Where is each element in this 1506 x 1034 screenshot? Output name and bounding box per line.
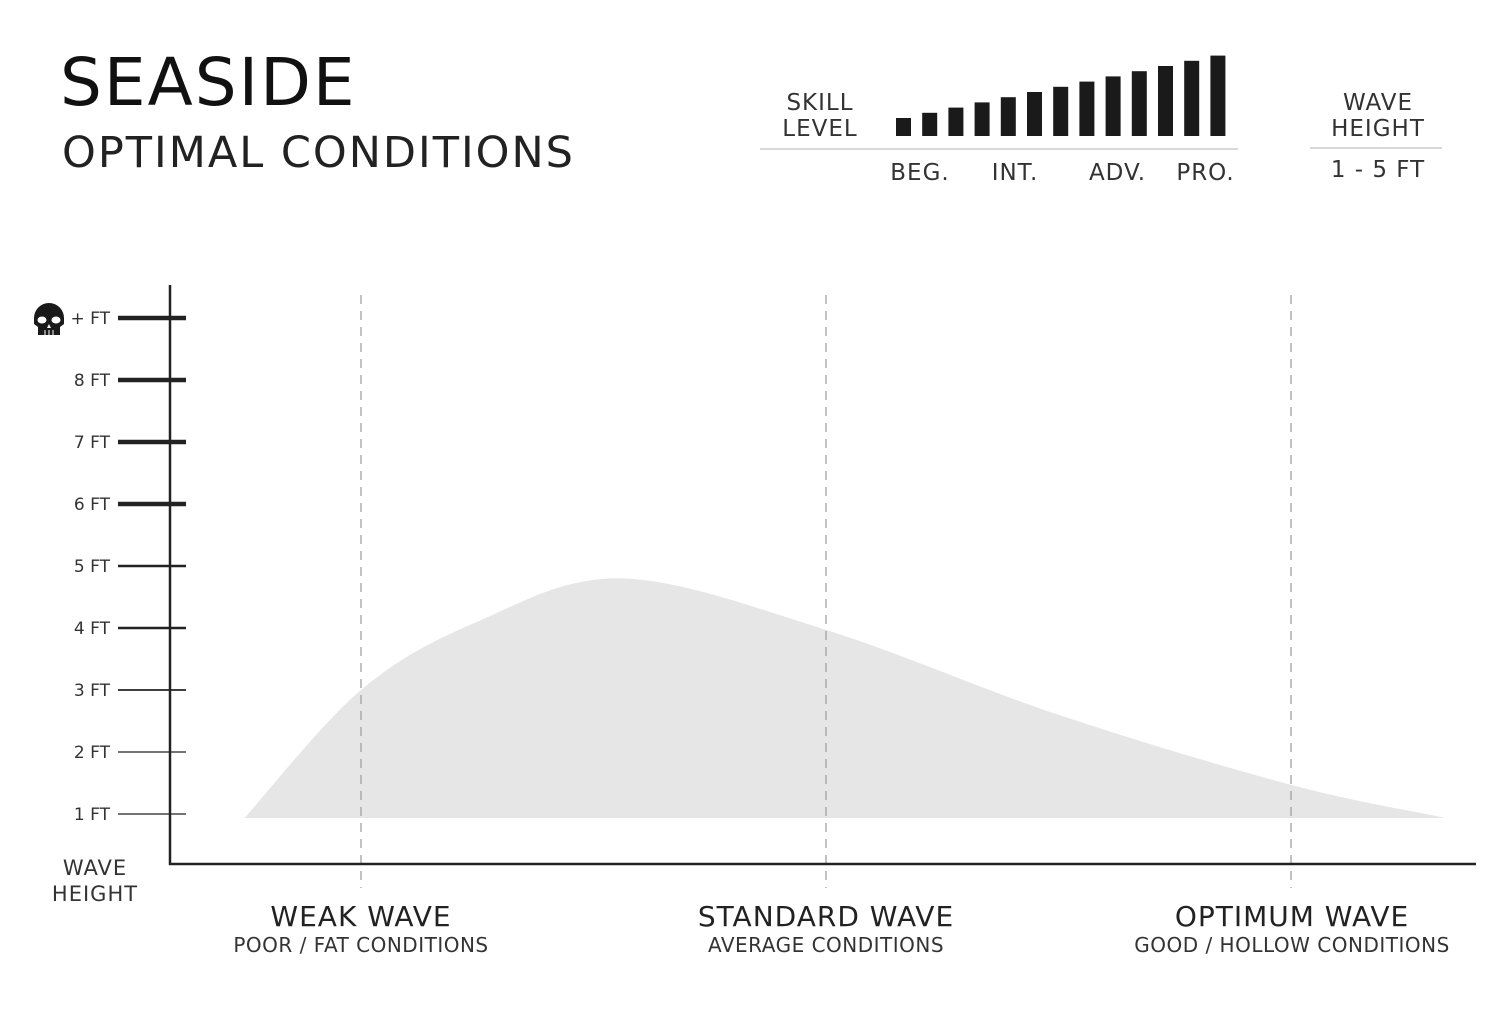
skill-bar (1184, 60, 1200, 136)
skill-bar (974, 102, 990, 136)
chart-title: SEASIDE (60, 44, 357, 121)
wave-height-value: 1 - 5 FT (1330, 157, 1426, 183)
skill-bar (1158, 66, 1173, 136)
category-title: STANDARD WAVE (697, 900, 955, 933)
wave-height-label-line2: HEIGHT (1331, 116, 1425, 142)
skill-bar (1000, 97, 1016, 136)
skill-bar (922, 112, 938, 136)
category-title: OPTIMUM WAVE (1174, 900, 1410, 933)
y-tick-label: 2 FT (74, 743, 111, 763)
skill-bar (1105, 76, 1121, 136)
skill-tick-int: INT. (991, 160, 1039, 186)
wave-height-label-line1: WAVE (1342, 90, 1413, 116)
category-label: WEAK WAVE POOR / FAT CONDITIONS (151, 900, 571, 957)
y-axis-label: WAVE HEIGHT (40, 855, 150, 907)
skill-tick-beg: BEG. (890, 160, 950, 186)
skill-tick-pro: PRO. (1176, 160, 1235, 186)
wave-height-box-label: WAVE HEIGHT (1318, 90, 1438, 142)
y-tick-label: 1 FT (74, 805, 111, 825)
skill-bar (1079, 81, 1095, 136)
skull-icon (34, 303, 64, 335)
y-tick-label: + FT (70, 309, 110, 329)
skill-bar (1053, 86, 1069, 136)
skill-bar (1027, 92, 1042, 136)
y-tick-label: 6 FT (74, 495, 111, 515)
category-title: WEAK WAVE (270, 900, 452, 933)
skill-label-line2: LEVEL (782, 116, 858, 142)
y-tick-label: 4 FT (74, 619, 111, 639)
y-tick-label: 7 FT (74, 433, 111, 453)
skill-label-line1: SKILL (786, 90, 854, 116)
y-tick-label: 8 FT (74, 371, 111, 391)
skill-bar (948, 107, 964, 136)
y-label-line1: WAVE (62, 856, 128, 880)
skill-bar (1131, 71, 1147, 136)
skill-bar (896, 118, 911, 136)
category-sublabel: AVERAGE CONDITIONS (707, 933, 945, 957)
category-sublabel: POOR / FAT CONDITIONS (233, 933, 489, 957)
wave-area (244, 578, 1445, 818)
skill-level-label: SKILL LEVEL (770, 90, 870, 142)
chart-subtitle: OPTIMAL CONDITIONS (62, 128, 575, 178)
category-label: OPTIMUM WAVE GOOD / HOLLOW CONDITIONS (1082, 900, 1502, 957)
y-tick-label: 5 FT (74, 557, 111, 577)
category-label: STANDARD WAVE AVERAGE CONDITIONS (616, 900, 1036, 957)
y-tick-label: 3 FT (74, 681, 111, 701)
y-label-line2: HEIGHT (51, 882, 139, 906)
skill-tick-adv: ADV. (1088, 160, 1147, 186)
category-sublabel: GOOD / HOLLOW CONDITIONS (1134, 933, 1450, 957)
skill-bar (1210, 55, 1226, 136)
